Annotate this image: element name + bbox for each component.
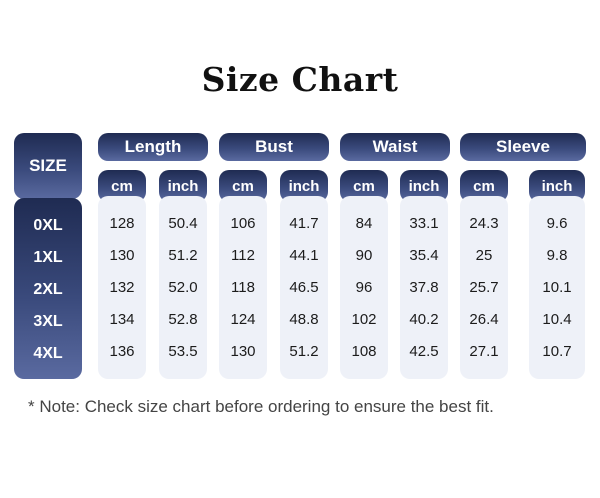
table-cell: 52.0: [168, 279, 198, 296]
table-cell: 96: [355, 279, 373, 296]
group-header-waist: Waist: [340, 133, 450, 161]
size-label: 1XL: [33, 249, 63, 266]
table-cell: 52.8: [168, 311, 198, 328]
value-column: [340, 196, 388, 379]
table-cell: 84: [355, 215, 373, 232]
table-cell: 9.6: [546, 215, 568, 232]
table-cell: 130: [230, 343, 256, 360]
size-label: 3XL: [33, 313, 63, 330]
table-cell: 53.5: [168, 343, 198, 360]
table-cell: 50.4: [168, 215, 198, 232]
table-cell: 90: [355, 247, 373, 264]
value-column: [280, 196, 328, 379]
table-cell: 10.4: [542, 311, 572, 328]
table-cell: 41.7: [289, 215, 319, 232]
size-label: 4XL: [33, 345, 63, 362]
table-cell: 46.5: [289, 279, 319, 296]
table-cell: 128: [109, 215, 135, 232]
table-cell: 118: [231, 279, 255, 296]
table-cell: 44.1: [289, 247, 319, 264]
table-cell: 10.7: [542, 343, 572, 360]
table-cell: 25.7: [469, 279, 499, 296]
table-cell: 106: [230, 215, 256, 232]
table-cell: 108: [351, 343, 377, 360]
table-cell: 42.5: [409, 343, 439, 360]
fit-note: * Note: Check size chart before ordering…: [28, 397, 494, 416]
table-cell: 40.2: [409, 311, 439, 328]
value-column: [219, 196, 267, 379]
table-cell: 124: [230, 311, 256, 328]
size-header: SIZE: [14, 133, 82, 199]
table-cell: 102: [351, 311, 377, 328]
table-cell: 112: [231, 247, 255, 264]
table-cell: 33.1: [409, 215, 439, 232]
size-label: 0XL: [33, 217, 63, 234]
value-column: [400, 196, 448, 379]
size-column: 0XL 1XL 2XL 3XL 4XL: [14, 198, 82, 379]
table-cell: 10.1: [542, 279, 572, 296]
table-cell: 35.4: [409, 247, 439, 264]
value-column: [98, 196, 146, 379]
value-column: [460, 196, 508, 379]
chart-title: Size Chart: [201, 60, 399, 99]
table-cell: 48.8: [289, 311, 319, 328]
table-cell: 130: [109, 247, 135, 264]
group-header-sleeve: Sleeve: [460, 133, 586, 161]
table-cell: 24.3: [469, 215, 499, 232]
table-cell: 132: [109, 279, 135, 296]
table-cell: 26.4: [469, 311, 499, 328]
group-header-bust: Bust: [219, 133, 329, 161]
value-column: [159, 196, 207, 379]
table-cell: 9.8: [546, 247, 568, 264]
table-cell: 25: [475, 247, 493, 264]
table-cell: 136: [109, 343, 135, 360]
table-cell: 37.8: [409, 279, 439, 296]
table-cell: 51.2: [168, 247, 198, 264]
table-cell: 27.1: [469, 343, 499, 360]
size-label: 2XL: [33, 281, 63, 298]
value-column: [529, 196, 585, 379]
group-header-length: Length: [98, 133, 208, 161]
table-cell: 134: [109, 311, 135, 328]
table-cell: 51.2: [289, 343, 319, 360]
